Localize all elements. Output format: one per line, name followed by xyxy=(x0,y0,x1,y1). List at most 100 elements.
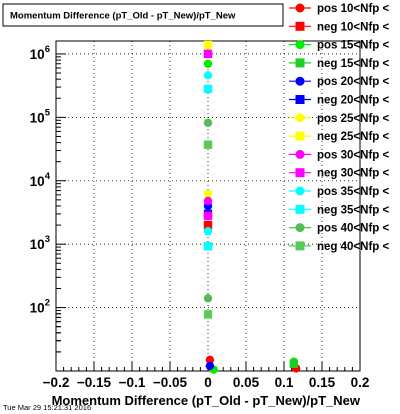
legend-label: neg 35<Nfp < xyxy=(317,204,390,216)
legend-marker xyxy=(295,21,305,31)
data-point xyxy=(203,40,213,50)
legend-marker xyxy=(295,113,305,123)
chart-title: Momentum Difference (pT_Old - pT_New)/pT… xyxy=(10,11,236,22)
legend-label: pos 20<Nfp < xyxy=(317,76,390,88)
legend-label: neg 10<Nfp < xyxy=(317,21,390,33)
legend-entry: neg 15<Nfp < xyxy=(289,58,390,70)
data-point xyxy=(203,220,213,230)
x-tick-label: −0.15 xyxy=(77,375,112,390)
legend-entry: neg 25<Nfp < xyxy=(289,131,390,143)
legend-entry: neg 35<Nfp < xyxy=(289,204,390,216)
legend-marker xyxy=(295,186,305,196)
series-13 xyxy=(203,59,213,319)
legend-marker xyxy=(295,204,305,214)
data-point xyxy=(203,59,213,68)
y-tick-base: 10 xyxy=(30,47,45,62)
y-tick-base: 10 xyxy=(30,110,45,125)
legend-marker xyxy=(295,58,305,68)
series-11 xyxy=(203,84,213,251)
data-point xyxy=(205,355,215,365)
x-tick-label: 0.15 xyxy=(309,375,336,390)
x-tick-label: 0.2 xyxy=(351,375,370,390)
data-point xyxy=(203,196,213,206)
legend-entry: pos 35<Nfp < xyxy=(289,186,390,198)
series-1 xyxy=(203,220,213,230)
x-tick-label: −0.05 xyxy=(153,375,188,390)
legend-entry: pos 20<Nfp < xyxy=(289,76,390,88)
y-tick-base: 10 xyxy=(30,174,45,189)
legend-marker xyxy=(295,131,305,141)
legend-entry: pos 10<Nfp < xyxy=(289,3,390,15)
data-point xyxy=(203,310,213,319)
chart-title-box: Momentum Difference (pT_Old - pT_New)/pT… xyxy=(2,3,284,27)
data-point xyxy=(203,227,213,236)
data-point xyxy=(203,84,213,94)
legend-label: neg 40<Nfp < xyxy=(317,241,390,253)
legend-label: neg 25<Nfp < xyxy=(317,131,390,143)
y-tick-label: 106 xyxy=(30,44,50,62)
legend-entry: neg 10<Nfp < xyxy=(289,21,390,33)
legend-entry: pos 30<Nfp < xyxy=(289,149,390,161)
series-9 xyxy=(203,49,213,221)
series-3 xyxy=(289,359,299,368)
x-tick-label: 0.1 xyxy=(275,375,294,390)
legend-marker xyxy=(295,168,305,178)
data-point xyxy=(203,211,213,221)
y-tick-exponent: 6 xyxy=(45,44,50,55)
timestamp: Tue Mar 29 15:21:31 2016 xyxy=(3,403,91,412)
legend-label: pos 30<Nfp < xyxy=(317,149,390,161)
data-point xyxy=(203,241,213,251)
data-points xyxy=(203,40,301,374)
y-tick-exponent: 5 xyxy=(45,107,51,118)
y-tick-exponent: 3 xyxy=(45,234,50,245)
data-point xyxy=(203,294,213,303)
data-point xyxy=(203,140,213,149)
legend-marker xyxy=(295,223,305,233)
legend-label: neg 20<Nfp < xyxy=(317,95,390,107)
y-tick-label: 103 xyxy=(30,234,50,252)
series-10 xyxy=(203,71,213,236)
y-tick-exponent: 2 xyxy=(45,298,50,309)
legend-label: pos 35<Nfp < xyxy=(317,186,390,198)
data-point xyxy=(203,118,213,128)
legend-marker xyxy=(295,3,305,13)
legend-entry: pos 25<Nfp < xyxy=(289,113,390,125)
legend-label: pos 10<Nfp < xyxy=(317,3,390,15)
y-tick-label: 104 xyxy=(30,171,51,189)
series-6 xyxy=(203,189,213,199)
legend-marker xyxy=(295,149,305,159)
legend-entry: neg 20<Nfp < xyxy=(289,95,390,107)
legend-label: neg 30<Nfp < xyxy=(317,168,390,180)
legend-marker xyxy=(295,95,305,104)
x-tick-label: 0.05 xyxy=(233,375,260,390)
x-tick-label: −0.1 xyxy=(119,375,146,390)
series-8 xyxy=(203,196,213,206)
data-point xyxy=(289,359,299,368)
y-tick-base: 10 xyxy=(30,301,45,316)
x-tick-label: 0 xyxy=(204,375,212,390)
data-point xyxy=(203,189,213,199)
data-point xyxy=(203,49,213,59)
data-point xyxy=(205,361,215,371)
legend-entry: pos 15<Nfp < xyxy=(289,40,390,52)
legend-label: neg 15<Nfp < xyxy=(317,58,390,70)
legend-entry: pos 40<Nfp < xyxy=(289,223,390,235)
y-tick-label: 102 xyxy=(30,298,50,316)
legend: pos 10<Nfp < neg 10<Nfp < pos 15<Nfp < neg … xyxy=(289,3,390,253)
x-axis-title: Momentum Difference (pT_Old - pT_New)/pT… xyxy=(52,393,361,408)
series-7 xyxy=(203,40,213,50)
x-tick-label: −0.2 xyxy=(43,375,70,390)
legend-entry: neg 40<Nfp < xyxy=(289,241,390,253)
series-12 xyxy=(203,118,213,303)
legend-label: pos 15<Nfp < xyxy=(317,40,390,52)
x-tick-labels: −0.2 −0.15 −0.1 −0.05 0 0.05 0.1 0.15 0.2 xyxy=(43,375,370,390)
legend-label: pos 25<Nfp < xyxy=(317,113,390,125)
legend-marker xyxy=(295,76,305,86)
data-point xyxy=(203,71,213,80)
legend-entry: neg 30<Nfp < xyxy=(289,168,390,180)
legend-label: pos 40<Nfp < xyxy=(317,223,390,235)
y-tick-label: 105 xyxy=(30,107,51,125)
legend-marker xyxy=(295,40,305,50)
